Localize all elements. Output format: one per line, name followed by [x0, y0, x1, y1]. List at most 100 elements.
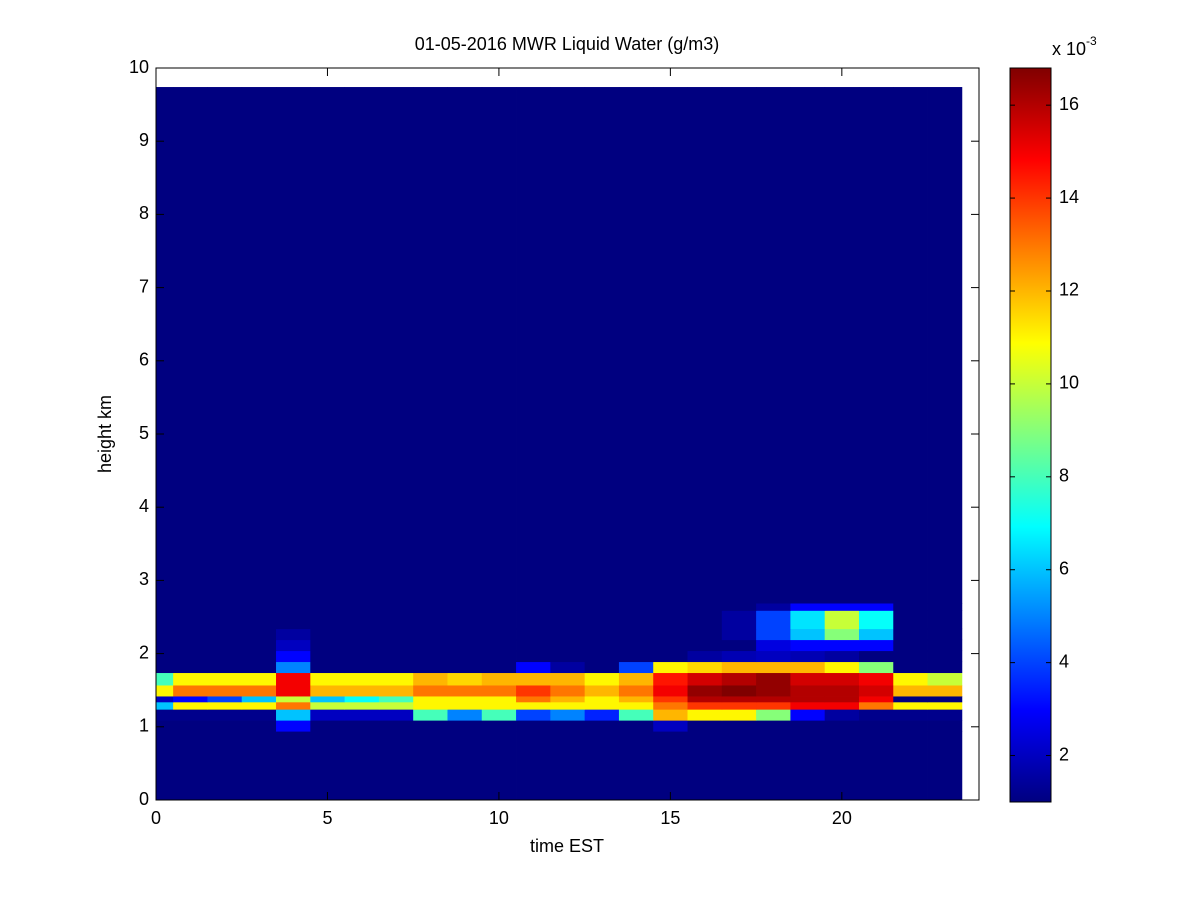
- heat-cell: [447, 87, 483, 604]
- heat-cell: [858, 87, 894, 604]
- heat-cell: [824, 701, 860, 710]
- colorbar-tick-label: 8: [1059, 466, 1069, 486]
- heat-cell: [653, 672, 688, 686]
- heat-cell: [618, 628, 654, 641]
- heat-cell: [447, 709, 483, 721]
- heat-cell: [173, 610, 208, 630]
- heat-cell: [413, 639, 448, 652]
- heat-cell: [241, 639, 277, 652]
- heat-cell: [618, 731, 654, 801]
- heat-cell: [344, 610, 380, 630]
- heat-cell: [687, 639, 723, 652]
- heat-cell: [721, 685, 757, 697]
- heat-cell: [481, 672, 517, 686]
- heat-cell: [241, 685, 277, 697]
- heat-cell: [344, 672, 380, 686]
- heat-cell: [516, 661, 551, 674]
- heat-cell: [344, 685, 380, 697]
- heat-cell: [481, 709, 517, 721]
- heat-cell: [893, 628, 928, 641]
- heat-cell: [858, 720, 894, 732]
- heat-cell: [310, 603, 346, 611]
- heat-cell: [927, 731, 963, 801]
- heat-cell: [447, 672, 483, 686]
- heat-cell: [481, 610, 517, 630]
- heat-cell: [927, 685, 963, 697]
- heat-cell: [927, 87, 963, 604]
- heat-cell: [344, 661, 380, 674]
- heat-cell: [618, 701, 654, 710]
- heat-cell: [756, 696, 791, 703]
- heat-cell: [447, 650, 483, 663]
- heat-cell: [653, 603, 688, 611]
- heat-cell: [173, 701, 208, 710]
- heat-cell: [824, 628, 860, 641]
- x-tick-label: 20: [832, 808, 852, 828]
- heat-cell: [927, 661, 963, 674]
- heat-cell: [653, 661, 688, 674]
- heat-cell: [550, 603, 586, 611]
- heat-cell: [893, 610, 928, 630]
- heat-cell: [447, 685, 483, 697]
- heat-cell: [516, 685, 551, 697]
- heat-cell: [413, 603, 448, 611]
- heat-cell: [241, 610, 277, 630]
- heat-cell: [584, 650, 620, 663]
- heat-cell: [156, 639, 174, 652]
- heat-cell: [447, 701, 483, 710]
- heat-cell: [156, 701, 174, 710]
- heat-cell: [858, 610, 894, 630]
- heat-cell: [550, 685, 586, 697]
- heat-cell: [721, 720, 757, 732]
- heat-cell: [858, 696, 894, 703]
- heat-cell: [481, 701, 517, 710]
- heat-cell: [378, 87, 414, 604]
- heat-cell: [173, 87, 208, 604]
- heat-cell: [584, 610, 620, 630]
- heat-cell: [687, 650, 723, 663]
- heat-cell: [653, 701, 688, 710]
- heat-cell: [378, 610, 414, 630]
- heat-cell: [824, 720, 860, 732]
- heat-cell: [927, 603, 963, 611]
- heat-cell: [241, 650, 277, 663]
- colorbar-exponent: -3: [1086, 34, 1097, 48]
- heat-cell: [721, 87, 757, 604]
- heat-cell: [481, 696, 517, 703]
- heat-cell: [756, 731, 791, 801]
- colorbar-tick-label: 10: [1059, 373, 1079, 393]
- heat-cell: [276, 639, 311, 652]
- heat-cell: [721, 661, 757, 674]
- colorbar-tick-label: 12: [1059, 280, 1079, 300]
- heat-cell: [790, 610, 826, 630]
- heat-cell: [824, 603, 860, 611]
- heat-cell: [618, 639, 654, 652]
- heat-cell: [687, 720, 723, 732]
- heat-cell: [173, 639, 208, 652]
- heat-cell: [687, 701, 723, 710]
- heat-cell: [790, 661, 826, 674]
- heat-cell: [310, 701, 346, 710]
- heat-cell: [481, 661, 517, 674]
- colorbar-tick-label: 2: [1059, 744, 1069, 764]
- heat-cell: [858, 731, 894, 801]
- heat-cell: [207, 720, 243, 732]
- heat-cell: [756, 661, 791, 674]
- heat-cell: [276, 661, 311, 674]
- heat-cell: [310, 628, 346, 641]
- heat-cell: [858, 650, 894, 663]
- heat-cell: [173, 672, 208, 686]
- heat-cell: [584, 696, 620, 703]
- heat-cell: [790, 628, 826, 641]
- heat-cell: [721, 696, 757, 703]
- heat-cell: [378, 701, 414, 710]
- heat-cell: [207, 685, 243, 697]
- heat-cell: [790, 603, 826, 611]
- heat-cell: [721, 709, 757, 721]
- colorbar-tick-label: 4: [1059, 651, 1069, 671]
- y-tick-label: 3: [139, 569, 149, 589]
- heat-cell: [584, 628, 620, 641]
- heat-cell: [310, 720, 346, 732]
- heat-cell: [824, 639, 860, 652]
- heat-cell: [516, 650, 551, 663]
